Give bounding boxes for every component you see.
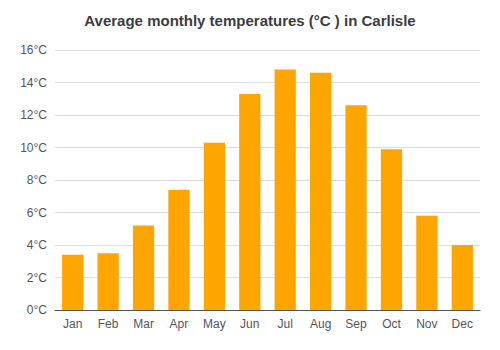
svg-text:Dec: Dec: [452, 317, 473, 331]
svg-text:Aug: Aug: [310, 317, 331, 331]
svg-text:12°C: 12°C: [20, 108, 47, 122]
svg-text:8°C: 8°C: [27, 173, 47, 187]
svg-text:Average monthly temperatures (: Average monthly temperatures (°C ) in Ca…: [84, 12, 415, 29]
svg-text:14°C: 14°C: [20, 76, 47, 90]
svg-text:Feb: Feb: [98, 317, 119, 331]
svg-text:Jul: Jul: [278, 317, 293, 331]
svg-text:6°C: 6°C: [27, 206, 47, 220]
svg-text:10°C: 10°C: [20, 141, 47, 155]
svg-text:Jan: Jan: [63, 317, 82, 331]
svg-text:Nov: Nov: [416, 317, 437, 331]
svg-text:Oct: Oct: [382, 317, 401, 331]
svg-text:Jun: Jun: [240, 317, 259, 331]
svg-text:4°C: 4°C: [27, 238, 47, 252]
svg-text:0°C: 0°C: [27, 303, 47, 317]
svg-text:Sep: Sep: [345, 317, 367, 331]
svg-text:Apr: Apr: [170, 317, 189, 331]
svg-text:Mar: Mar: [133, 317, 154, 331]
svg-text:2°C: 2°C: [27, 271, 47, 285]
svg-text:16°C: 16°C: [20, 43, 47, 57]
svg-text:May: May: [203, 317, 226, 331]
